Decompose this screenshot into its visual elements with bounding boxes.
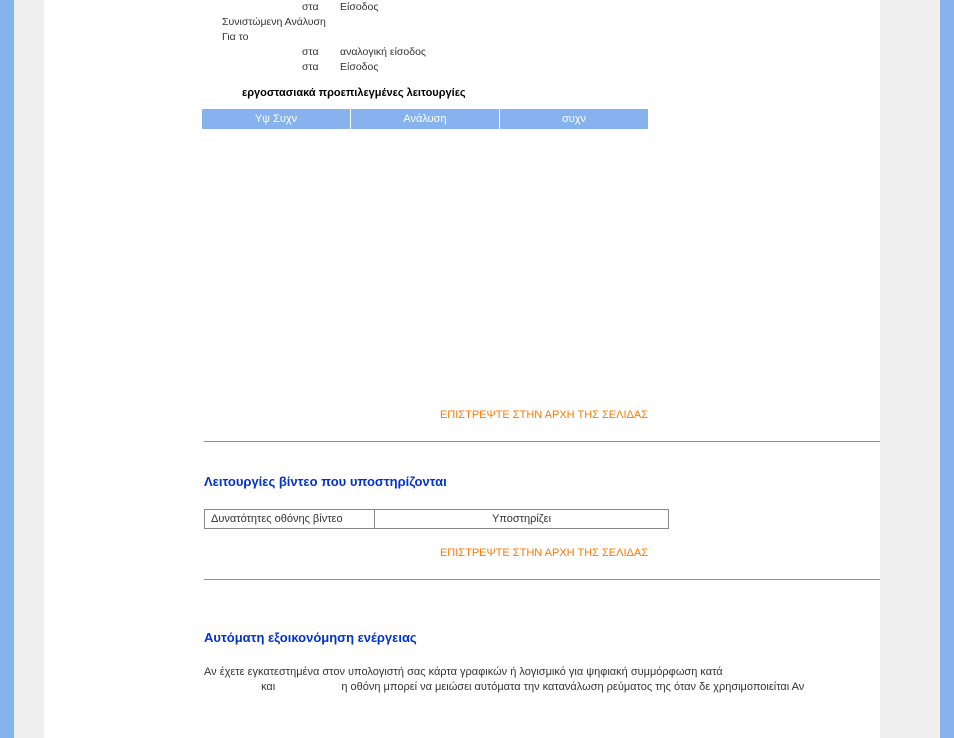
inner-content: στα Είσοδος Συνιστώμενη Ανάλυση Για το σ… bbox=[204, 0, 880, 695]
table-cell: Δυνατότητες οθόνης βίντεο bbox=[205, 510, 375, 529]
divider bbox=[204, 441, 880, 442]
para-text: Αν έχετε εγκατεστημένα στον υπολογιστή σ… bbox=[204, 666, 723, 678]
table-header-cell: Υψ Συχν bbox=[202, 109, 350, 129]
para-text: και bbox=[261, 681, 275, 693]
right-blue-border bbox=[940, 0, 954, 738]
page-root: στα Είσοδος Συνιστώμενη Ανάλυση Για το σ… bbox=[0, 0, 954, 738]
divider bbox=[204, 579, 880, 580]
table-header-cell: Ανάλυση bbox=[351, 109, 499, 129]
spec-cell: στα bbox=[302, 60, 340, 75]
spec-cell: Συνιστώμενη Ανάλυση bbox=[222, 15, 326, 30]
spec-cell bbox=[222, 45, 302, 60]
back-to-top-link[interactable]: ΕΠΙΣΤΡΕΨΤΕ ΣΤΗΝ ΑΡΧΗ ΤΗΣ ΣΕΛΙΔΑΣ bbox=[204, 547, 880, 559]
spec-cell: Είσοδος bbox=[340, 0, 880, 15]
spec-row: στα Είσοδος bbox=[222, 0, 880, 15]
table-header-row: Υψ Συχν Ανάλυση συχν bbox=[202, 109, 880, 129]
left-gray-margin bbox=[14, 0, 44, 738]
right-gray-margin bbox=[880, 0, 940, 738]
spec-cell: Για το bbox=[222, 30, 249, 45]
spec-row: Για το bbox=[222, 30, 880, 45]
spec-row: Συνιστώμενη Ανάλυση bbox=[222, 15, 880, 30]
spec-cell: Είσοδος bbox=[340, 60, 880, 75]
table-cell: Υποστηρίζει bbox=[375, 510, 669, 529]
spec-cell bbox=[222, 60, 302, 75]
content-area: στα Είσοδος Συνιστώμενη Ανάλυση Για το σ… bbox=[44, 0, 880, 738]
spec-row: στα αναλογική είσοδος bbox=[222, 45, 880, 60]
factory-defaults-heading: εργοστασιακά προεπιλεγμένες λειτουργίες bbox=[242, 87, 880, 99]
power-saving-heading: Αυτόματη εξοικονόμηση ενέργειας bbox=[204, 630, 880, 645]
spec-cell: στα bbox=[302, 0, 340, 15]
power-paragraph: Αν έχετε εγκατεστημένα στον υπολογιστή σ… bbox=[204, 665, 880, 695]
spec-rows: στα Είσοδος Συνιστώμενη Ανάλυση Για το σ… bbox=[222, 0, 880, 75]
back-to-top-link[interactable]: ΕΠΙΣΤΡΕΨΤΕ ΣΤΗΝ ΑΡΧΗ ΤΗΣ ΣΕΛΙΔΑΣ bbox=[204, 409, 880, 421]
table-header-cell: συχν bbox=[500, 109, 648, 129]
para-text: η οθόνη μπορεί να μειώσει αυτόματα την κ… bbox=[341, 681, 804, 693]
video-modes-heading: Λειτουργίες βίντεο που υποστηρίζονται bbox=[204, 474, 880, 489]
video-table: Δυνατότητες οθόνης βίντεο Υποστηρίζει bbox=[204, 509, 669, 529]
spec-cell: αναλογική είσοδος bbox=[340, 45, 880, 60]
left-blue-border bbox=[0, 0, 14, 738]
table-row: Δυνατότητες οθόνης βίντεο Υποστηρίζει bbox=[205, 510, 669, 529]
spec-cell: στα bbox=[302, 45, 340, 60]
spec-cell bbox=[222, 0, 302, 15]
spec-row: στα Είσοδος bbox=[222, 60, 880, 75]
